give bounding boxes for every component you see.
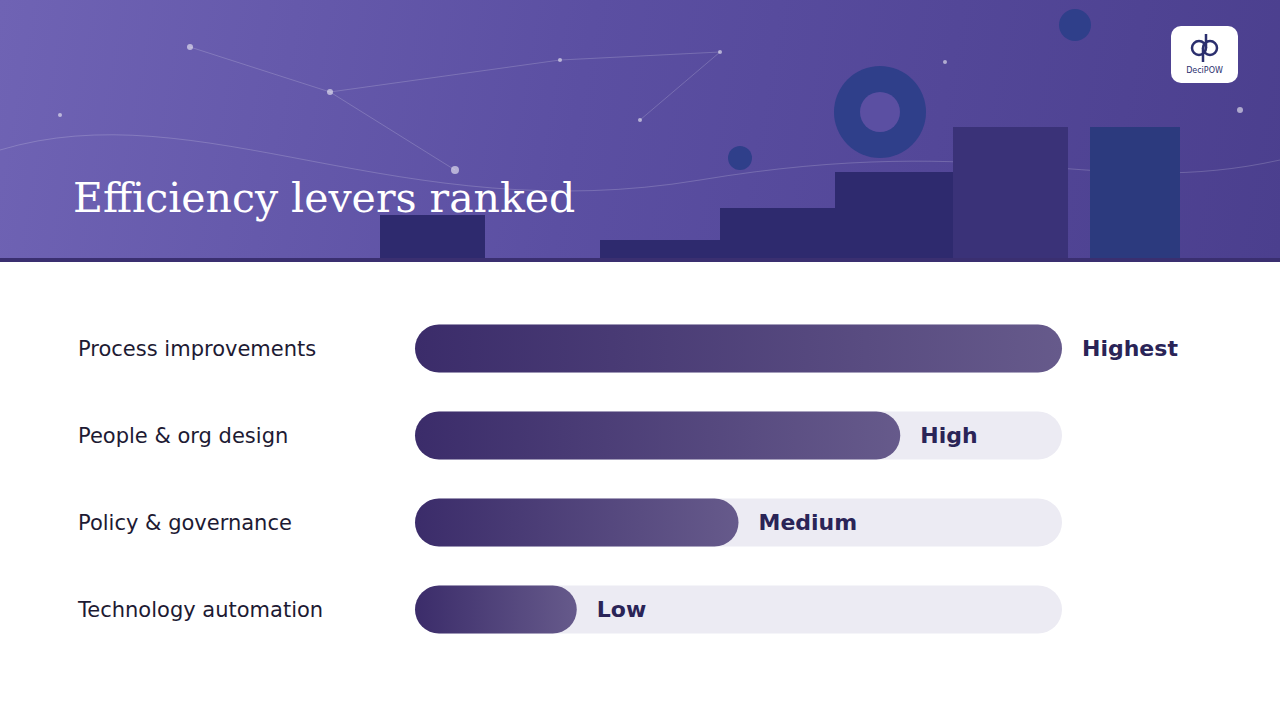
svg-text:Process improvements: Process improvements xyxy=(78,337,316,361)
svg-text:Highest: Highest xyxy=(1082,336,1178,361)
html-text:DeciPOW: DeciPOW xyxy=(1186,66,1223,75)
svg-text:Low: Low xyxy=(597,597,646,622)
svg-text:Policy & governance: Policy & governance xyxy=(78,511,292,535)
svg-text:Medium: Medium xyxy=(759,510,858,535)
svg-text:Efficiency levers ranked: Efficiency levers ranked xyxy=(73,174,575,222)
svg-text:Technology automation: Technology automation xyxy=(77,598,323,622)
svg-text:People & org design: People & org design xyxy=(78,424,288,448)
svg-text:High: High xyxy=(920,423,977,448)
